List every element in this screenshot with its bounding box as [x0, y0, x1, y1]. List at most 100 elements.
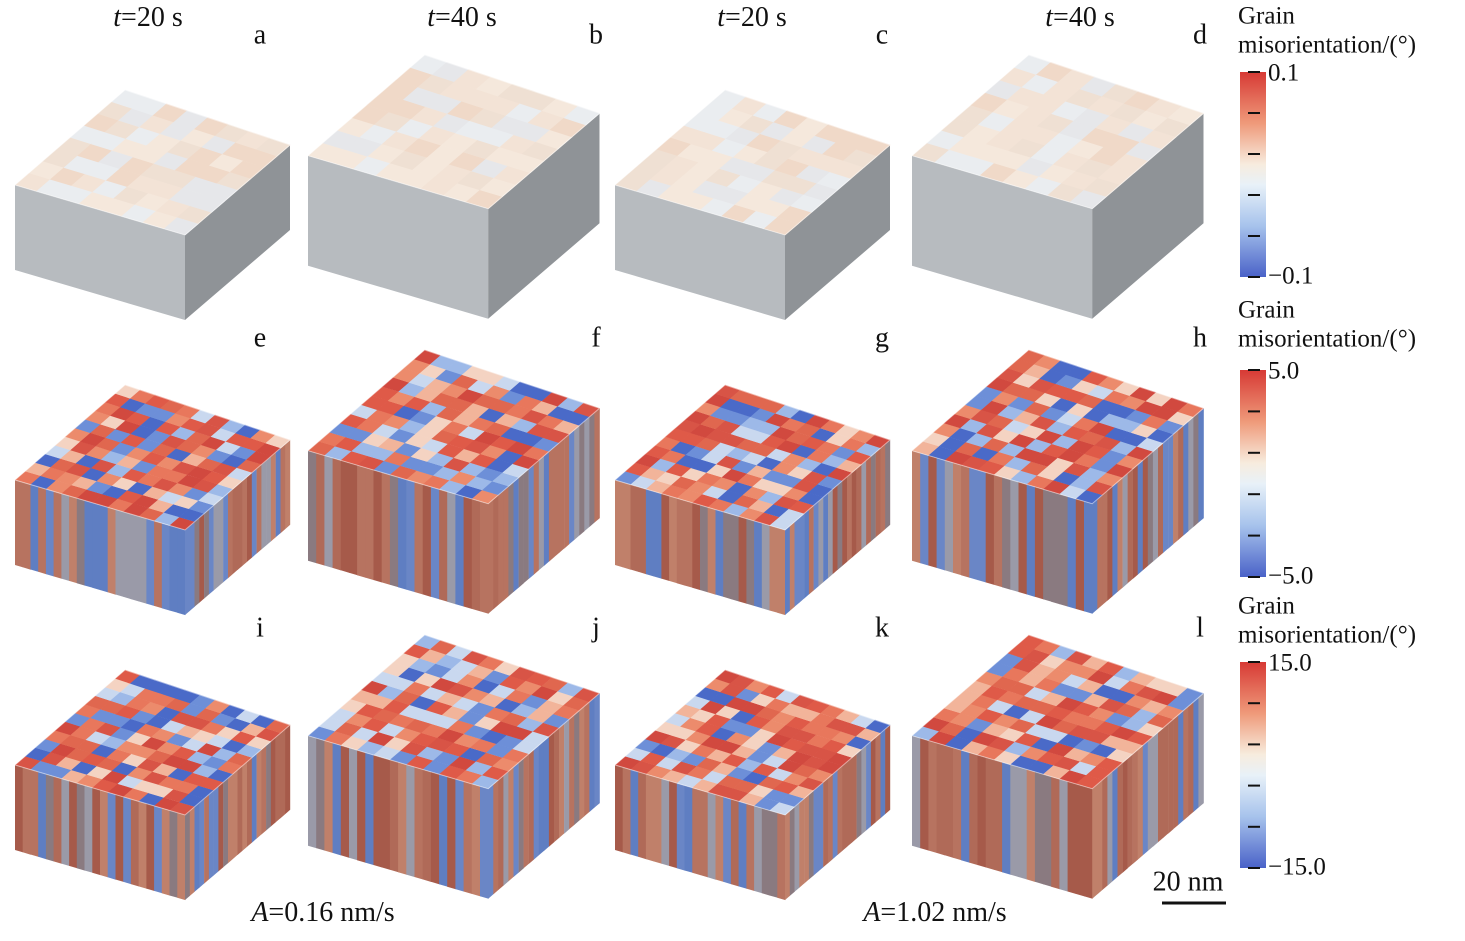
surface-grain — [167, 483, 194, 497]
side-face-left — [480, 501, 489, 614]
side-face-right — [823, 493, 829, 583]
side-face-left — [769, 810, 778, 898]
surface-grain — [781, 453, 807, 467]
side-face-right — [1178, 710, 1184, 825]
side-face-right — [554, 727, 560, 843]
side-face-left — [944, 460, 954, 573]
side-face-right — [508, 766, 514, 882]
side-face-left — [138, 516, 147, 604]
side-face-left — [340, 460, 350, 573]
surface-grain — [510, 418, 538, 433]
surface-grain — [816, 726, 842, 740]
colorbar-min: −15.0 — [1268, 854, 1326, 881]
side-face-left — [953, 462, 962, 576]
surface-grain — [457, 171, 495, 191]
side-face-left — [45, 774, 54, 862]
side-face-left — [30, 769, 39, 857]
side-face-left — [69, 780, 78, 869]
side-face-right — [861, 460, 867, 550]
surface-grain — [132, 780, 159, 794]
side-face-left — [961, 750, 970, 863]
surface-grain — [506, 726, 534, 741]
surface-outline — [306, 54, 601, 210]
side-face-right — [488, 784, 494, 899]
side-face-right — [237, 480, 243, 570]
side-face-left — [969, 752, 978, 866]
surface-grain — [1088, 422, 1116, 437]
side-face-left — [480, 786, 489, 899]
render-block — [306, 349, 601, 614]
surface-outline — [910, 634, 1205, 790]
side-face-left — [653, 491, 662, 579]
surface-grain — [840, 723, 866, 737]
surface-grain — [167, 768, 194, 782]
side-face-right — [1188, 701, 1194, 817]
side-face-left — [439, 774, 448, 887]
side-face-right — [1107, 771, 1113, 886]
colorbar-title: Grain — [1238, 3, 1295, 30]
side-face-right — [554, 442, 560, 558]
side-face-right — [1097, 494, 1103, 610]
side-face-left — [161, 523, 170, 611]
surface-grain — [792, 764, 818, 778]
side-face-left — [15, 480, 24, 568]
side-face-right — [223, 778, 229, 868]
surface-grain — [808, 153, 844, 173]
side-face-left — [700, 505, 709, 593]
side-face-left — [53, 776, 62, 864]
render-block — [13, 384, 291, 616]
side-face-left — [1084, 501, 1093, 614]
side-face-right — [523, 468, 529, 584]
surface-grain — [1120, 432, 1148, 447]
side-face-right — [503, 771, 509, 886]
side-face-left — [38, 486, 47, 575]
side-face-left — [357, 750, 366, 863]
side-face-left — [977, 470, 987, 583]
side-face-right — [804, 794, 810, 884]
condition-var: A — [249, 897, 269, 928]
surface-grain — [782, 176, 818, 195]
side-face-left — [1034, 771, 1044, 885]
side-face-left — [365, 752, 374, 866]
surface-grain — [181, 453, 207, 467]
side-face-right — [270, 452, 276, 542]
surface-grain — [754, 797, 780, 811]
side-face-left — [676, 498, 685, 586]
side-face-right — [569, 429, 575, 545]
side-face-right — [548, 447, 555, 562]
colorbar-max: 5.0 — [1268, 358, 1299, 385]
side-face-right — [1183, 421, 1189, 536]
side-face-left — [38, 771, 47, 860]
surface-grain — [240, 438, 266, 452]
panel-letter: f — [591, 322, 601, 353]
side-face-right — [232, 769, 238, 860]
side-face-right — [185, 810, 190, 900]
side-face-left — [76, 783, 85, 871]
surface-grain — [742, 486, 769, 500]
surface-grain — [1110, 441, 1138, 456]
surface-grain — [1084, 445, 1111, 460]
side-face-right — [564, 719, 570, 834]
side-face-right — [1107, 486, 1113, 601]
colorbar-title: misorientation/(°) — [1238, 326, 1416, 353]
side-face-left — [15, 185, 185, 320]
side-face-right — [559, 723, 565, 838]
surface-grain — [811, 747, 838, 762]
side-face-left — [761, 808, 770, 896]
side-face-right — [261, 460, 267, 550]
side-face-left — [615, 765, 624, 853]
surface-grain — [781, 738, 807, 752]
side-face-left — [977, 755, 987, 868]
side-face-left — [398, 477, 407, 590]
side-face-right — [828, 488, 833, 579]
surface-grain — [526, 423, 554, 438]
side-face-left — [324, 455, 333, 568]
side-face-left — [61, 493, 70, 581]
side-face-right — [538, 455, 545, 571]
side-face-left — [471, 783, 481, 897]
side-face-left — [130, 514, 139, 602]
render-block — [613, 669, 891, 901]
side-face-right — [847, 472, 853, 562]
side-face-left — [754, 520, 763, 609]
side-face-right — [1142, 455, 1149, 571]
